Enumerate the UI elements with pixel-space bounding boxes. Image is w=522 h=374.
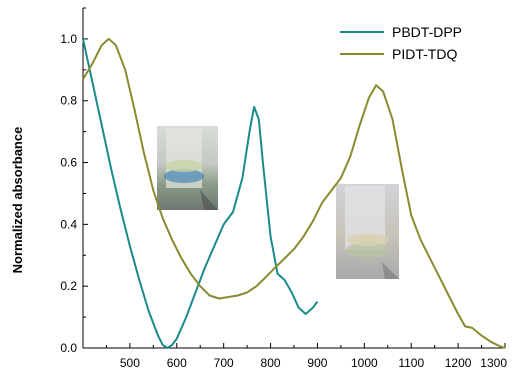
x-tick-label: 1200 — [445, 356, 472, 370]
x-tick-label: 700 — [214, 356, 234, 370]
series-line-pidt-tdq — [82, 37, 506, 349]
y-tick-label: 0.2 — [60, 279, 77, 293]
y-tick-label: 0.4 — [60, 217, 77, 231]
x-tick-label: 1000 — [351, 356, 378, 370]
y-axis-title: Normalized absorbance — [10, 127, 25, 274]
y-tick-label: 1.0 — [60, 32, 77, 46]
x-tick-label: 1300 — [480, 356, 507, 370]
vial-photo-pbdt-dpp — [157, 126, 218, 210]
y-tick-label: 0.0 — [60, 341, 77, 355]
series-line-pbdt-dpp — [82, 38, 319, 349]
y-tick-label: 0.8 — [60, 94, 77, 108]
vial-photo-pidt-tdq — [336, 184, 399, 279]
x-tick-label: 600 — [167, 356, 187, 370]
legend-label-pbdt-dpp: PBDT-DPP — [392, 24, 462, 40]
y-tick-label: 0.6 — [60, 156, 77, 170]
x-tick-label: 1100 — [398, 356, 424, 370]
legend-label-pidt-tdq: PIDT-TDQ — [392, 46, 457, 62]
x-tick-label: 800 — [261, 356, 281, 370]
x-tick-label: 500 — [120, 356, 140, 370]
x-tick-label: 900 — [307, 356, 327, 370]
legend: PBDT-DPP PIDT-TDQ — [340, 24, 462, 62]
